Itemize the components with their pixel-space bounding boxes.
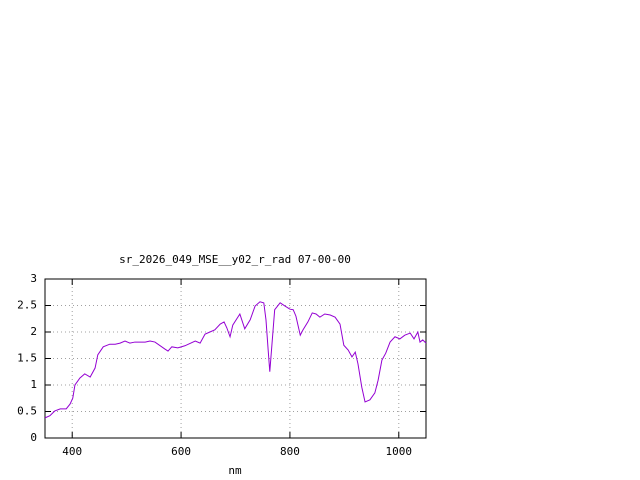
x-axis-label: nm bbox=[228, 464, 242, 477]
plot-frame bbox=[44, 278, 427, 439]
data-line bbox=[44, 301, 427, 419]
y-tick-label: 3 bbox=[30, 272, 37, 285]
x-tick-label: 400 bbox=[62, 445, 82, 458]
y-tick-label: 2.5 bbox=[17, 299, 37, 312]
y-tick-label: 0.5 bbox=[17, 405, 37, 418]
y-tick-label: 1 bbox=[30, 378, 37, 391]
y-tick-label: 1.5 bbox=[17, 352, 37, 365]
x-tick-label: 1000 bbox=[386, 445, 413, 458]
y-tick-label: 0 bbox=[30, 431, 37, 444]
y-tick-label: 2 bbox=[30, 325, 37, 338]
chart-title: sr_2026_049_MSE__y02_r_rad 07-00-00 bbox=[119, 253, 351, 266]
x-tick-label: 600 bbox=[171, 445, 191, 458]
x-tick-label: 800 bbox=[280, 445, 300, 458]
